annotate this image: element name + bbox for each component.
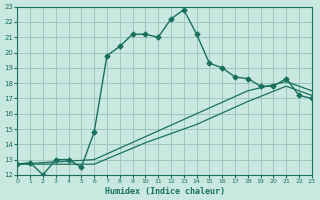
- X-axis label: Humidex (Indice chaleur): Humidex (Indice chaleur): [105, 187, 225, 196]
